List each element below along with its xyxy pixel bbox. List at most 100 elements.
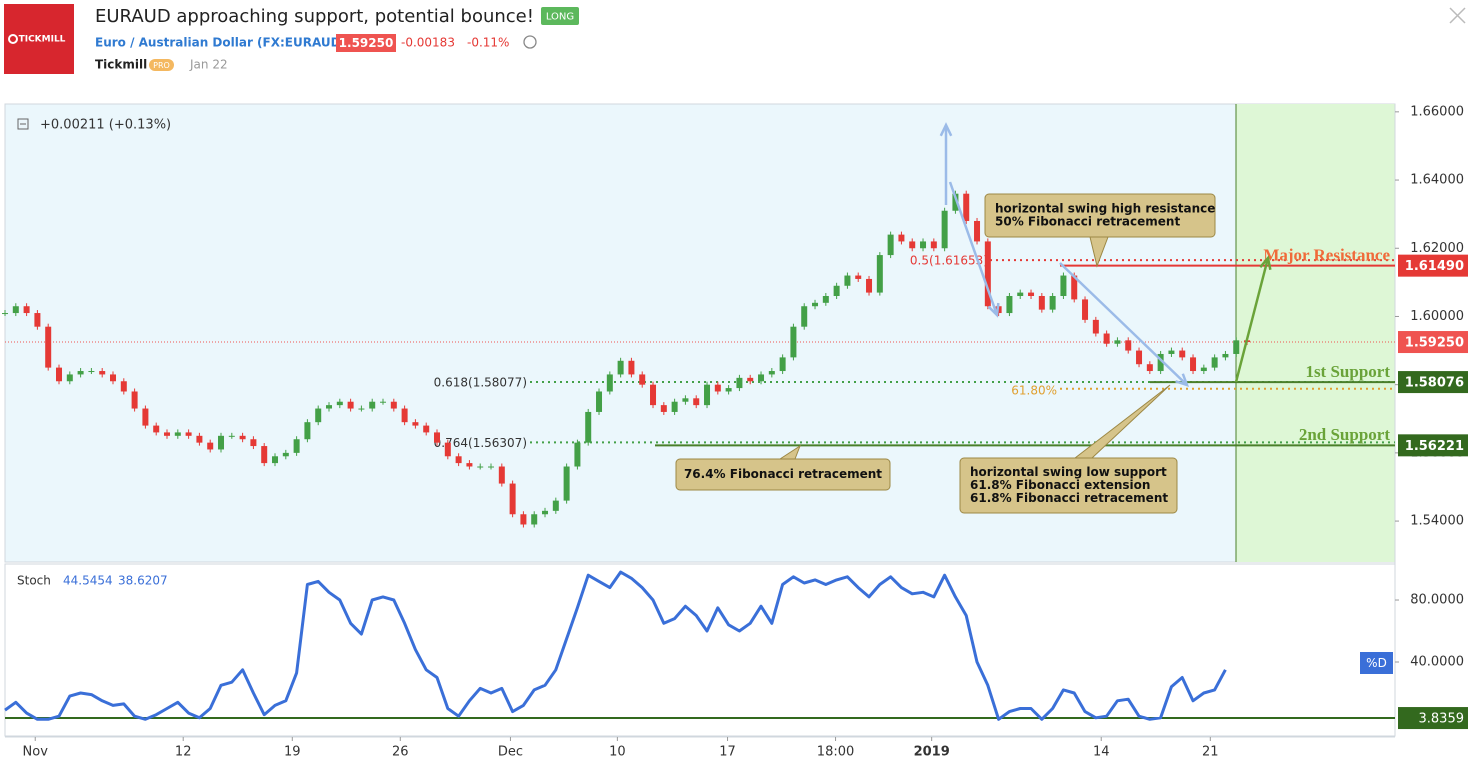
candle [2,313,8,315]
candle [315,408,322,423]
candle [1146,364,1153,372]
legend-label: %D [1366,656,1387,670]
candle [920,241,927,249]
candle [930,241,937,249]
candle [185,432,192,436]
candle [520,514,527,525]
candle [45,326,52,368]
candle [326,405,333,409]
candle [1060,275,1067,296]
change-label: +0.00211 (+0.13%) [40,118,171,133]
callout [959,457,1178,514]
candle [207,442,214,450]
arrow [1234,257,1270,383]
candle [747,377,754,382]
candle [66,374,73,382]
logo-icon [8,34,18,44]
candle [153,425,160,433]
candle [1006,295,1013,314]
candle [455,456,462,464]
collapse-icon[interactable] [17,118,29,130]
candle [1168,350,1175,354]
candle [99,371,106,375]
projection-zone [1236,104,1395,562]
arrow [948,181,999,316]
candle [498,466,505,484]
candle [639,374,646,385]
x-tick-label: 10 [609,745,626,760]
candle [1038,295,1045,310]
candle [909,241,916,249]
symbol[interactable]: Euro / Australian Dollar (FX:EURAUD) [95,36,346,50]
candle [833,285,840,296]
badge-text: LONG [546,12,574,23]
change: -0.00183 [401,36,455,50]
candle [693,398,700,406]
candle [1049,295,1056,310]
arrow-head [1259,255,1272,271]
fib-label: 61.80% [1011,383,1057,397]
candle [714,384,721,392]
candle [466,463,473,467]
level-name: 1st Support [1305,362,1390,381]
price-tag-label: 1.61490 [1405,259,1464,274]
candle [704,384,711,406]
candle [671,401,678,412]
author[interactable]: Tickmill [95,58,147,72]
candle [574,442,581,467]
candle [23,306,30,314]
candle [844,275,851,286]
x-tick-label: Nov [23,745,49,760]
candle [941,210,948,249]
candle [876,255,883,293]
date: Jan 22 [189,58,228,72]
x-tick-label: 18:00 [817,745,854,760]
callout-text: 61.8% Fibonacci retracement [970,491,1168,505]
candle [88,371,95,373]
callout-text: horizontal swing low support [970,465,1167,479]
candle [628,360,635,375]
candle [585,411,592,443]
candle [1200,367,1207,372]
level-name: Major Resistance [1263,246,1390,265]
candle [261,446,268,464]
x-tick-label: 19 [284,745,301,760]
stoch-title: Stoch [17,574,51,588]
candle [1179,350,1186,358]
candle [736,377,743,389]
callout-text: horizontal swing high resistance [995,202,1215,216]
price-tag [1398,331,1468,354]
candle [790,326,797,358]
candle [509,483,516,515]
fib-label: 0.618(1.58077) [434,376,527,390]
candle [164,432,171,436]
candle [1114,340,1121,344]
candle [1125,340,1132,351]
callout [675,458,891,491]
candle [606,374,613,392]
callout-text: 50% Fibonacci retracement [995,215,1180,229]
price-tag-label: 1.58076 [1405,376,1464,391]
candle [812,302,819,307]
candle [434,432,441,443]
candle [412,422,419,426]
close-icon[interactable] [1449,7,1466,24]
y-tick-label: 1.60000 [1410,309,1464,324]
candle [1028,292,1035,296]
candle [1071,275,1078,300]
stoch-line [4,570,1227,721]
candle [347,401,354,409]
pro-text: PRO [153,61,170,70]
candle [1136,350,1143,365]
candle [779,357,786,372]
y-tick-label: 1.62000 [1410,241,1464,256]
candle [358,408,365,410]
alert-icon[interactable] [523,35,537,49]
candle [1233,340,1240,354]
candle [304,422,311,440]
candle [174,432,181,436]
callout-text: 76.4% Fibonacci retracement [684,467,882,481]
stoch-pane [4,563,1396,737]
candle [725,388,732,392]
